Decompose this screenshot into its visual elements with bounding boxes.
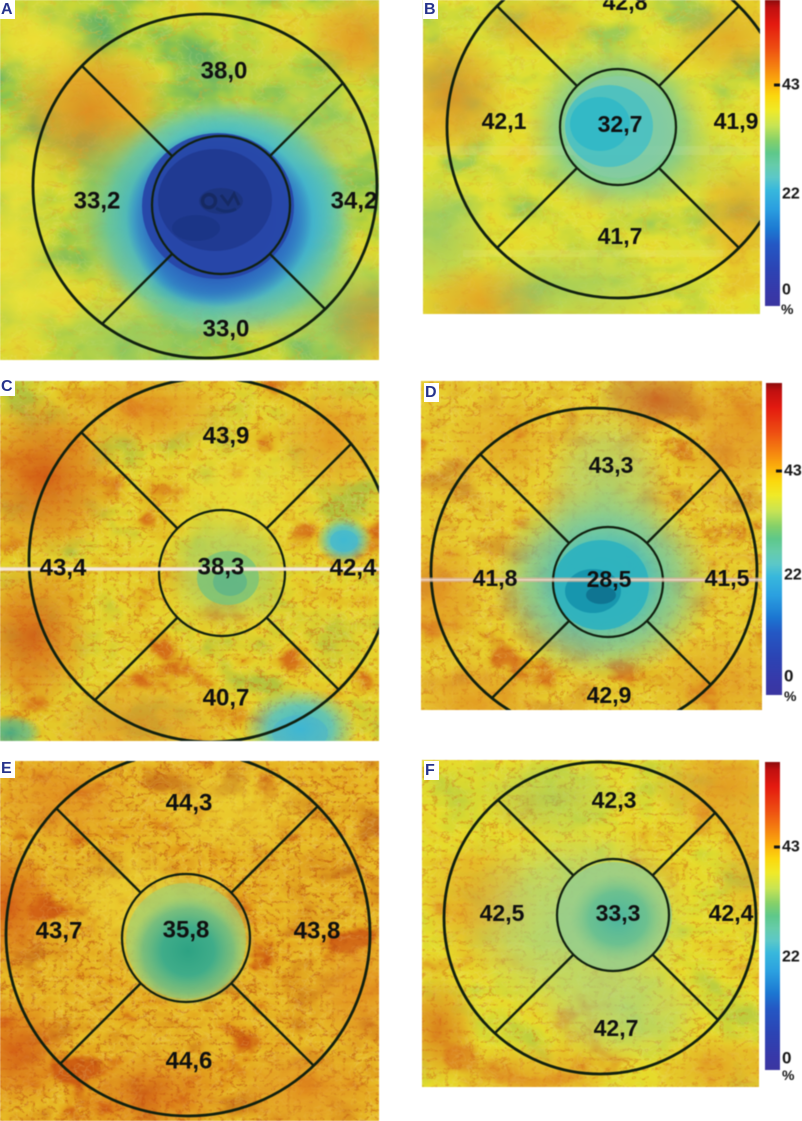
svg-text:42,9: 42,9 (587, 682, 632, 708)
svg-text:22: 22 (782, 949, 800, 966)
svg-text:0: 0 (782, 1049, 791, 1068)
svg-text:43,4: 43,4 (40, 555, 87, 582)
svg-text:0: 0 (784, 667, 793, 686)
svg-text:42,4: 42,4 (330, 555, 377, 582)
svg-text:22: 22 (784, 567, 802, 584)
svg-text:41,7: 41,7 (598, 223, 643, 249)
svg-text:43: 43 (782, 839, 800, 856)
svg-text:33,3: 33,3 (596, 900, 641, 926)
svg-text:43,3: 43,3 (589, 452, 634, 478)
svg-text:42,3: 42,3 (592, 787, 637, 813)
svg-text:43: 43 (784, 463, 802, 480)
svg-text:42,1: 42,1 (482, 108, 527, 134)
svg-text:38,3: 38,3 (198, 554, 245, 581)
svg-text:38,0: 38,0 (201, 58, 248, 85)
svg-text:42,4: 42,4 (709, 900, 754, 926)
svg-text:%: % (782, 1067, 795, 1083)
svg-text:35,8: 35,8 (163, 917, 210, 944)
svg-text:33,2: 33,2 (74, 188, 121, 215)
svg-text:42,8: 42,8 (603, 0, 648, 15)
svg-text:43,9: 43,9 (203, 423, 250, 450)
svg-text:43,7: 43,7 (36, 918, 83, 945)
svg-text:41,8: 41,8 (473, 565, 518, 591)
svg-text:32,7: 32,7 (598, 111, 643, 137)
svg-text:40,7: 40,7 (203, 685, 250, 712)
svg-text:41,9: 41,9 (714, 108, 759, 134)
svg-text:44,6: 44,6 (166, 1048, 213, 1075)
svg-text:%: % (784, 688, 797, 704)
svg-text:34,2: 34,2 (331, 188, 378, 215)
svg-text:43: 43 (782, 77, 800, 94)
svg-text:33,0: 33,0 (203, 316, 250, 343)
svg-text:0: 0 (782, 282, 791, 299)
svg-text:42,5: 42,5 (480, 900, 525, 926)
svg-text:41,5: 41,5 (705, 565, 750, 591)
svg-text:42,7: 42,7 (594, 1015, 639, 1041)
svg-text:28,5: 28,5 (587, 566, 632, 592)
svg-text:43,8: 43,8 (294, 918, 341, 945)
svg-text:44,3: 44,3 (166, 790, 213, 817)
svg-text:%: % (781, 301, 794, 314)
svg-text:22: 22 (782, 186, 800, 203)
